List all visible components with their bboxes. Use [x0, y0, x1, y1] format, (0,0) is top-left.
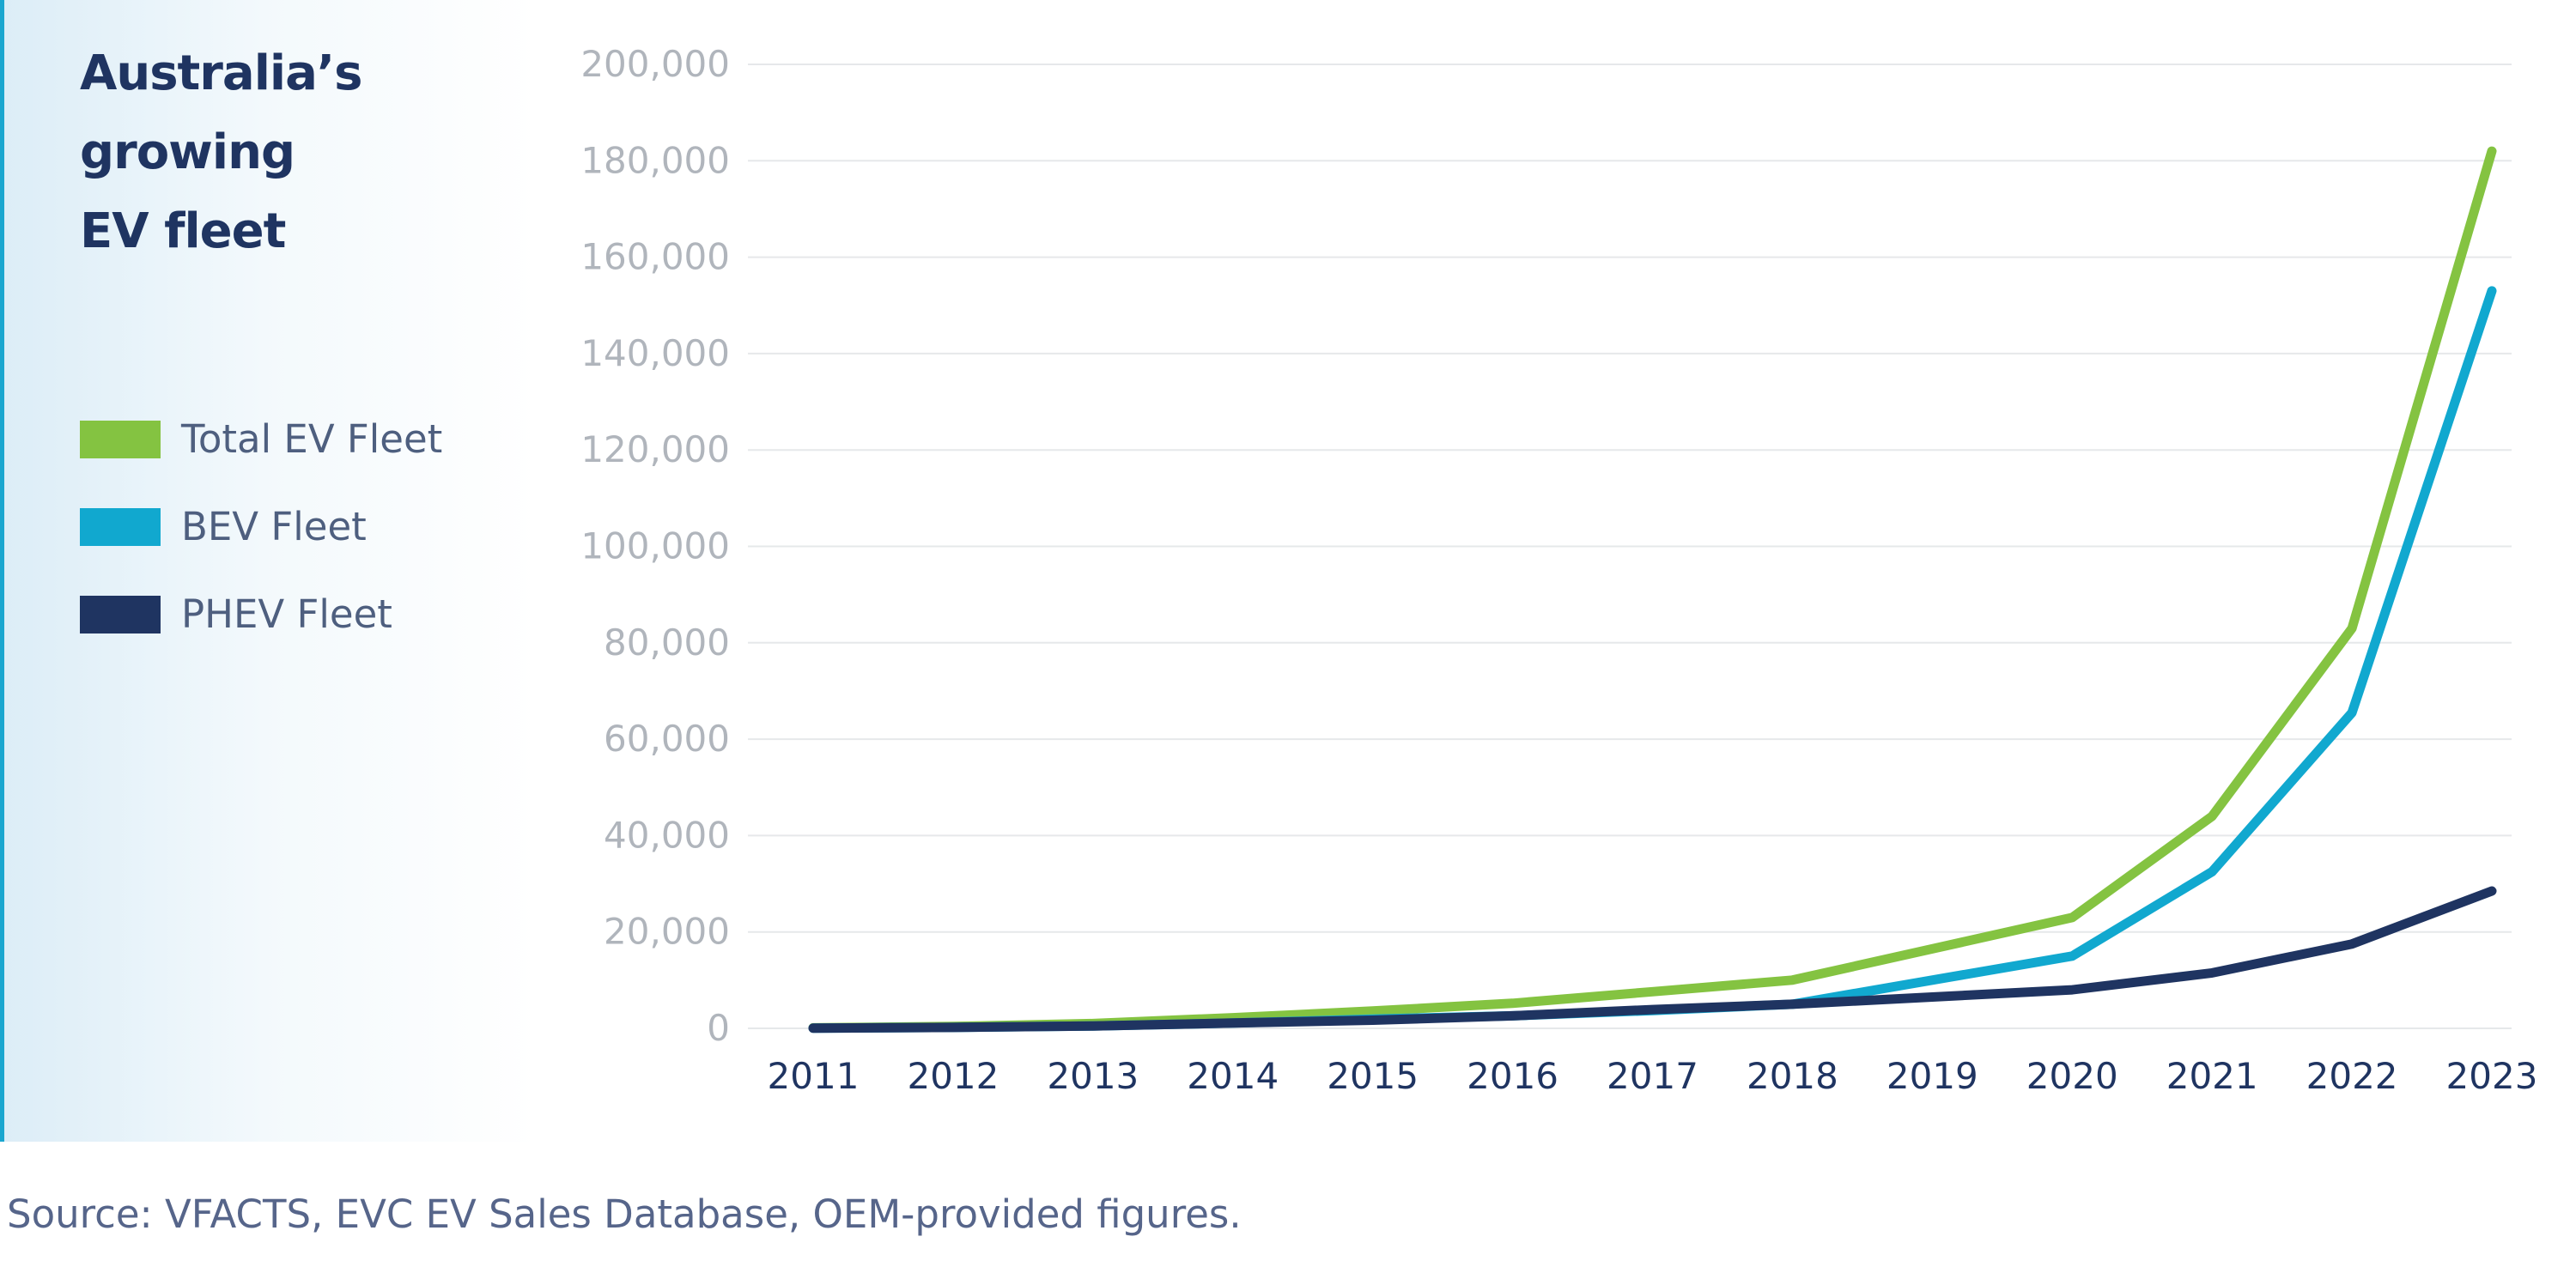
x-tick-label: 2016 — [1467, 1055, 1558, 1097]
legend-swatch-phev — [80, 596, 161, 633]
y-tick-label: 60,000 — [604, 718, 730, 760]
x-tick-label: 2014 — [1187, 1055, 1279, 1097]
title-line: EV fleet — [80, 203, 286, 259]
y-tick-label: 40,000 — [604, 814, 730, 856]
y-tick-label: 160,000 — [580, 236, 730, 278]
y-tick-label: 200,000 — [580, 43, 730, 85]
y-tick-label: 80,000 — [604, 621, 730, 664]
title-line: Australia’s — [80, 45, 363, 101]
x-tick-label: 2013 — [1047, 1055, 1139, 1097]
line-chart: 0 20,000 40,000 60,000 80,000 100,000 120,000 1… — [580, 43, 2538, 1097]
series-line-bev-fleet — [808, 286, 2497, 1034]
x-tick-label: 2015 — [1327, 1055, 1419, 1097]
legend-label-bev: BEV Fleet — [181, 504, 367, 549]
chart-panel: Australia’s growing EV fleet Total EV Fl… — [0, 0, 2576, 1142]
x-tick-label: 2021 — [2166, 1055, 2258, 1097]
y-tick-label: 0 — [707, 1007, 730, 1049]
legend-label-phev: PHEV Fleet — [181, 591, 392, 637]
x-tick-label: 2011 — [768, 1055, 860, 1097]
y-tick-label: 140,000 — [580, 332, 730, 374]
x-tick-label: 2020 — [2026, 1055, 2118, 1097]
x-tick-label: 2023 — [2446, 1055, 2538, 1097]
series-line-total-ev-fleet — [808, 146, 2497, 1033]
chart-title: Australia’s growing EV fleet — [80, 34, 475, 271]
x-tick-label: 2022 — [2306, 1055, 2398, 1097]
legend-swatch-bev — [80, 508, 161, 546]
x-tick-label: 2019 — [1886, 1055, 1978, 1097]
x-tick-label: 2012 — [907, 1055, 999, 1097]
y-tick-label: 120,000 — [580, 428, 730, 470]
legend-swatch-total — [80, 421, 161, 458]
y-tick-label: 20,000 — [604, 911, 730, 953]
legend-label-total: Total EV Fleet — [181, 416, 443, 462]
x-tick-label: 2018 — [1747, 1055, 1838, 1097]
y-tick-label: 100,000 — [580, 525, 730, 567]
y-tick-label: 180,000 — [580, 139, 730, 181]
source-note: Source: VFACTS, EVC EV Sales Database, O… — [7, 1191, 1242, 1237]
series-line-phev-fleet — [808, 886, 2497, 1034]
title-line: growing — [80, 124, 295, 180]
x-tick-label: 2017 — [1607, 1055, 1698, 1097]
